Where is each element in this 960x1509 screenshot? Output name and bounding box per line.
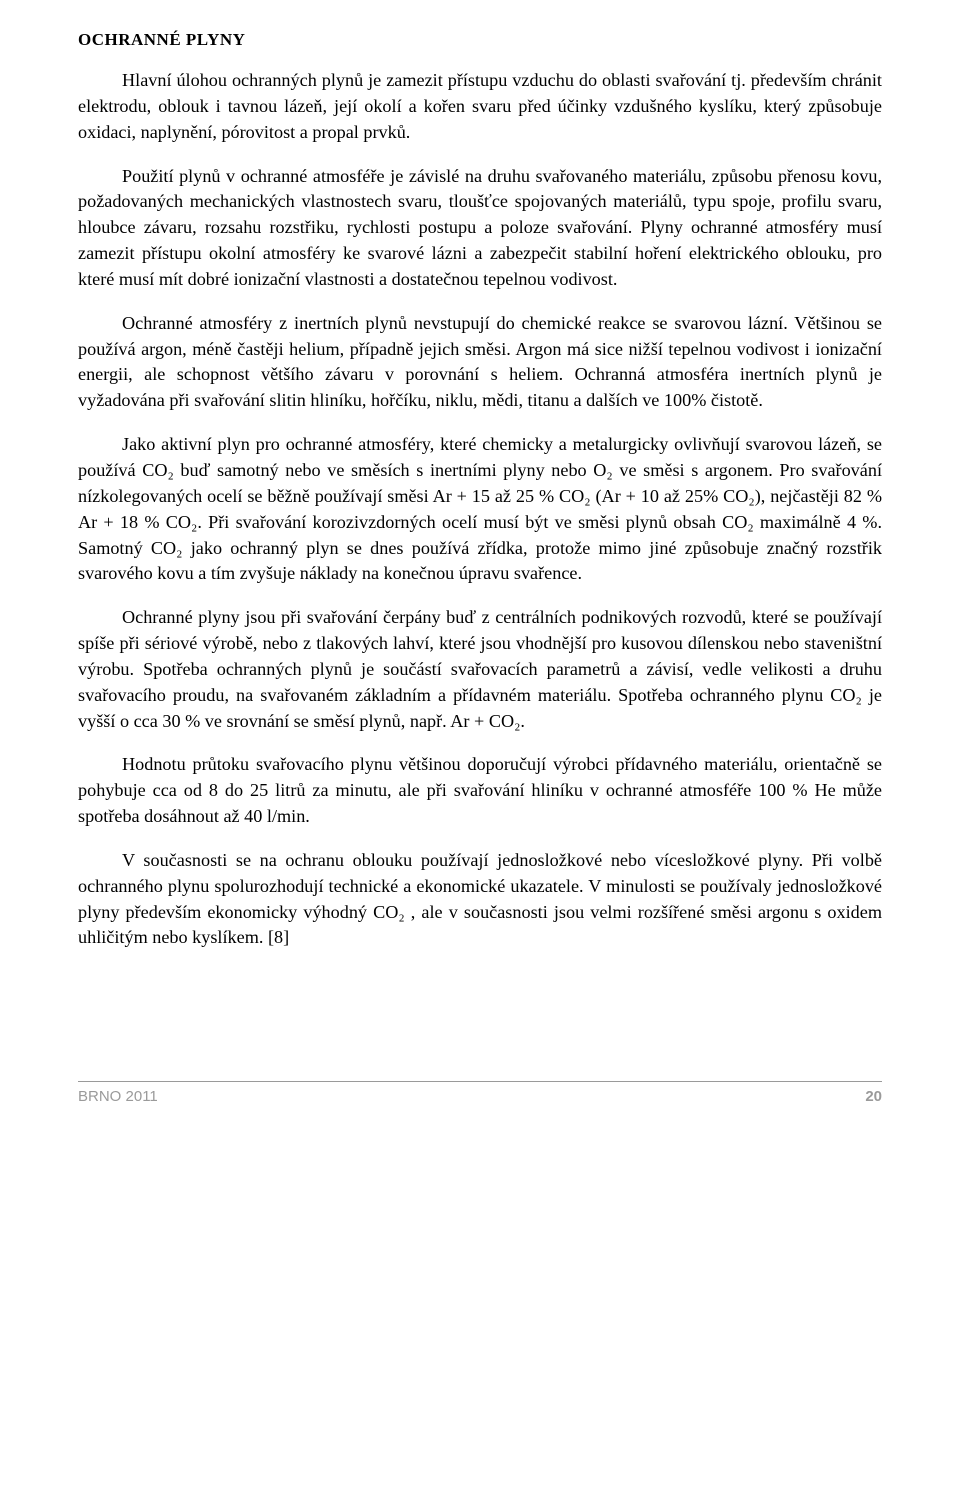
footer-left: BRNO 2011 (78, 1088, 158, 1105)
page-footer: BRNO 2011 20 (78, 1088, 882, 1105)
paragraph-2: Použití plynů v ochranné atmosféře je zá… (78, 164, 882, 293)
paragraph-6: Hodnotu průtoku svařovacího plynu většin… (78, 752, 882, 830)
paragraph-3: Ochranné atmosféry z inertních plynů nev… (78, 311, 882, 414)
footer-rule (78, 1081, 882, 1082)
paragraph-5: Ochranné plyny jsou při svařování čerpán… (78, 605, 882, 734)
paragraph-4: Jako aktivní plyn pro ochranné atmosféry… (78, 432, 882, 587)
footer-page-number: 20 (865, 1088, 882, 1105)
paragraph-1: Hlavní úlohou ochranných plynů je zamezi… (78, 68, 882, 146)
section-heading: OCHRANNÉ PLYNY (78, 30, 882, 50)
paragraph-7: V současnosti se na ochranu oblouku použ… (78, 848, 882, 951)
